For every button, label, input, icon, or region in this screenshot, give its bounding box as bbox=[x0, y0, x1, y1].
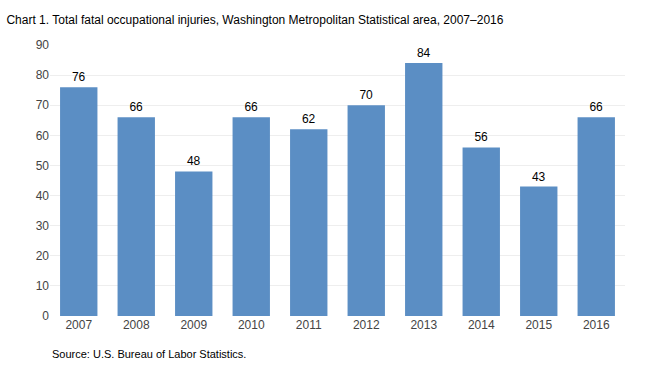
svg-text:0: 0 bbox=[42, 309, 49, 323]
svg-text:20: 20 bbox=[36, 249, 50, 263]
svg-text:2012: 2012 bbox=[353, 318, 380, 332]
svg-text:Chart 1. Total fatal occupatio: Chart 1. Total fatal occupational injuri… bbox=[6, 13, 503, 27]
svg-text:10: 10 bbox=[36, 279, 50, 293]
svg-text:70: 70 bbox=[359, 88, 373, 102]
svg-text:43: 43 bbox=[532, 170, 546, 184]
svg-text:60: 60 bbox=[36, 129, 50, 143]
svg-text:2014: 2014 bbox=[468, 318, 495, 332]
svg-text:2016: 2016 bbox=[583, 318, 610, 332]
svg-text:2011: 2011 bbox=[296, 318, 322, 332]
svg-text:70: 70 bbox=[36, 98, 50, 112]
svg-text:62: 62 bbox=[302, 112, 316, 126]
svg-text:84: 84 bbox=[417, 46, 431, 60]
svg-text:2008: 2008 bbox=[123, 318, 150, 332]
svg-text:2007: 2007 bbox=[65, 318, 92, 332]
svg-text:50: 50 bbox=[36, 159, 50, 173]
svg-text:2010: 2010 bbox=[238, 318, 265, 332]
svg-text:Source: U.S. Bureau of Labor S: Source: U.S. Bureau of Labor Statistics. bbox=[52, 348, 246, 360]
svg-text:80: 80 bbox=[36, 68, 50, 82]
svg-text:66: 66 bbox=[129, 100, 143, 114]
svg-text:30: 30 bbox=[36, 219, 50, 233]
svg-text:66: 66 bbox=[589, 100, 603, 114]
svg-text:40: 40 bbox=[36, 189, 50, 203]
svg-text:2015: 2015 bbox=[525, 318, 552, 332]
svg-text:2013: 2013 bbox=[410, 318, 437, 332]
svg-text:2009: 2009 bbox=[180, 318, 207, 332]
svg-text:76: 76 bbox=[72, 70, 86, 84]
svg-text:48: 48 bbox=[187, 154, 201, 168]
svg-text:56: 56 bbox=[474, 130, 488, 144]
svg-text:90: 90 bbox=[36, 38, 50, 52]
svg-text:66: 66 bbox=[244, 100, 258, 114]
